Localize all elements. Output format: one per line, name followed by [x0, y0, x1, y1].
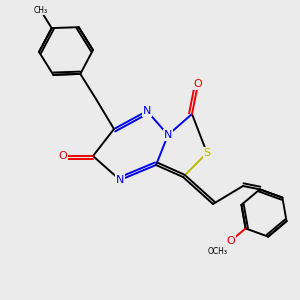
Text: O: O: [226, 236, 235, 246]
Text: N: N: [116, 175, 124, 185]
Text: OCH₃: OCH₃: [208, 247, 228, 256]
Text: CH₃: CH₃: [34, 6, 48, 15]
Text: O: O: [58, 151, 68, 161]
Text: N: N: [143, 106, 151, 116]
Text: O: O: [194, 79, 202, 89]
Text: S: S: [203, 148, 211, 158]
Text: N: N: [164, 130, 172, 140]
